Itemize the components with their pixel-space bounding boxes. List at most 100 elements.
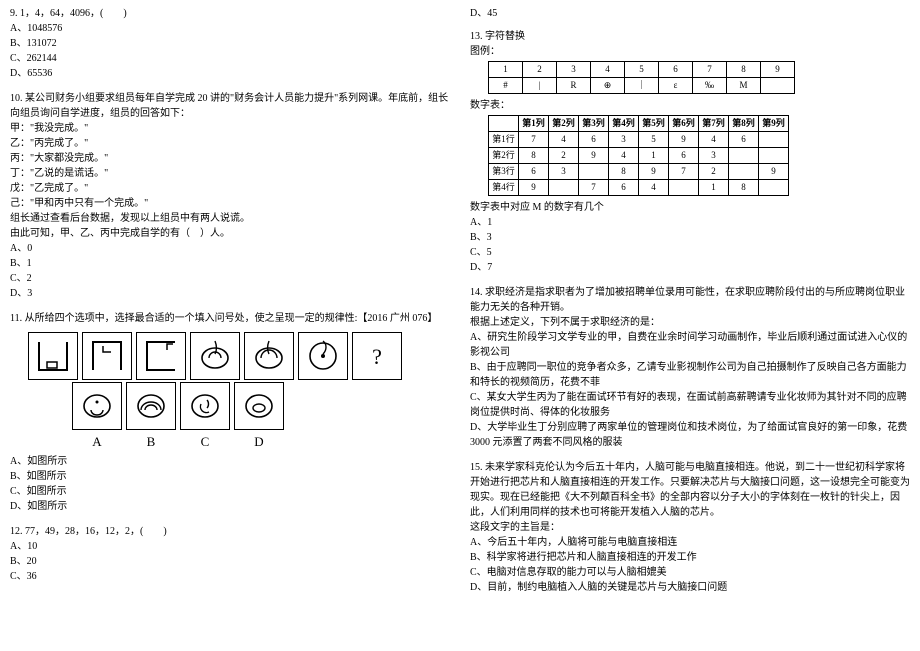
nt-r0c3: 6 (579, 132, 609, 148)
q10-line-0: 甲："我没完成。" (10, 121, 450, 136)
nt-r0c8: 6 (729, 132, 759, 148)
q11-fig-4 (190, 332, 240, 380)
q13-legend-table: 1 2 3 4 5 6 7 8 9 # | R ⊕ ｜ ε ‰ (488, 61, 795, 94)
nt-r1c2: 2 (549, 148, 579, 164)
legend-top-8: 9 (761, 62, 795, 78)
q11-label-a: A (72, 432, 122, 452)
nt-col-1: 第1列 (519, 116, 549, 132)
q13-title: 13. 字符替换 (470, 29, 910, 44)
nt-r3c2 (549, 180, 579, 196)
q10-opt-c: C、2 (10, 271, 450, 286)
q14-opt-b: B、由于应聘同一职位的竞争者众多，乙请专业影视制作公司为自己拍摄制作了反映自己各… (470, 360, 910, 390)
q11-opt-fig-a (72, 382, 122, 430)
legend-top-0: 1 (489, 62, 523, 78)
nt-r0c9 (759, 132, 789, 148)
q11-opt-fig-d (234, 382, 284, 430)
q10-opt-a: A、0 (10, 241, 450, 256)
q13-table-label: 数字表： (470, 98, 910, 113)
question-9: 9. 1，4，64，4096，( ) A、1048576 B、131072 C、… (10, 6, 450, 81)
q15-stem: 15. 未来学家科克伦认为今后五十年内，人脑可能与电脑直接相连。他说，到二十一世… (470, 460, 910, 520)
legend-bot-3: ⊕ (591, 78, 625, 94)
nt-col-7: 第7列 (699, 116, 729, 132)
nt-r2c5: 9 (639, 164, 669, 180)
q11-fig-5 (244, 332, 294, 380)
question-15: 15. 未来学家科克伦认为今后五十年内，人脑可能与电脑直接相连。他说，到二十一世… (470, 460, 910, 595)
q13-opt-d: D、7 (470, 260, 910, 275)
nt-r1c5: 1 (639, 148, 669, 164)
q11-stem: 11. 从所给四个选项中，选择最合适的一个填入问号处，使之呈现一定的规律性:【2… (10, 311, 450, 326)
q11-label-b: B (126, 432, 176, 452)
q11-label-d: D (234, 432, 284, 452)
q9-opt-d: D、65536 (10, 66, 450, 81)
nt-col-2: 第2列 (549, 116, 579, 132)
nt-col-9: 第9列 (759, 116, 789, 132)
q9-opt-b: B、131072 (10, 36, 450, 51)
nt-col-8: 第8列 (729, 116, 759, 132)
nt-r1c0: 第2行 (489, 148, 519, 164)
nt-r3c9 (759, 180, 789, 196)
legend-bot-6: ‰ (693, 78, 727, 94)
nt-r3c0: 第4行 (489, 180, 519, 196)
q12-opt-c: C、36 (10, 569, 450, 584)
q14-opt-c: C、某女大学生丙为了能在面试环节有好的表现，在面试前高薪聘请专业化妆师为其针对不… (470, 390, 910, 420)
nt-col-4: 第4列 (609, 116, 639, 132)
q13-opt-c: C、5 (470, 245, 910, 260)
nt-r0c5: 5 (639, 132, 669, 148)
nt-r1c7: 3 (699, 148, 729, 164)
q13-opt-b: B、3 (470, 230, 910, 245)
q10-line-6: 组长通过查看后台数据，发现以上组员中有两人说谎。 (10, 211, 450, 226)
nt-col-3: 第3列 (579, 116, 609, 132)
q10-line-4: 戊："乙完成了。" (10, 181, 450, 196)
q11-figure-row-options (72, 382, 450, 430)
q10-stem: 10. 某公司财务小组要求组员每年自学完成 20 讲的"财务会计人员能力提升"系… (10, 91, 450, 121)
q11-fig-6 (298, 332, 348, 380)
q10-opt-b: B、1 (10, 256, 450, 271)
q11-opt-fig-c (180, 382, 230, 430)
legend-top-6: 7 (693, 62, 727, 78)
question-12: 12. 77，49，28，16，12，2，( ) A、10 B、20 C、36 (10, 524, 450, 584)
legend-bot-5: ε (659, 78, 693, 94)
nt-r2c3 (579, 164, 609, 180)
q11-figure-row-top: ? (28, 332, 450, 380)
q10-line-7: 由此可知，甲、乙、丙中完成自学的有（ ）人。 (10, 226, 450, 241)
q9-opt-c: C、262144 (10, 51, 450, 66)
nt-r3c6 (669, 180, 699, 196)
nt-r2c6: 7 (669, 164, 699, 180)
nt-r2c4: 8 (609, 164, 639, 180)
nt-r2c7: 2 (699, 164, 729, 180)
nt-r3c3: 7 (579, 180, 609, 196)
question-14: 14. 求职经济是指求职者为了增加被招聘单位录用可能性，在求职应聘阶段付出的与所… (470, 285, 910, 450)
q11-fig-1 (28, 332, 78, 380)
q12-opt-b: B、20 (10, 554, 450, 569)
q11-labels: A B C D (72, 432, 450, 452)
legend-top-1: 2 (523, 62, 557, 78)
q12-stem: 12. 77，49，28，16，12，2，( ) (10, 524, 450, 539)
legend-bot-4: ｜ (625, 78, 659, 94)
q15-ask: 这段文字的主旨是： (470, 520, 910, 535)
legend-top-5: 6 (659, 62, 693, 78)
q13-legend-label: 图例： (470, 44, 910, 59)
q10-line-3: 丁："乙说的是谎话。" (10, 166, 450, 181)
nt-r1c6: 6 (669, 148, 699, 164)
q9-stem: 9. 1，4，64，4096，( ) (10, 6, 450, 21)
nt-col-5: 第5列 (639, 116, 669, 132)
legend-bot-1: | (523, 78, 557, 94)
nt-r0c0: 第1行 (489, 132, 519, 148)
nt-r2c2: 3 (549, 164, 579, 180)
nt-r1c9 (759, 148, 789, 164)
nt-r1c4: 4 (609, 148, 639, 164)
q11-label-c: C (180, 432, 230, 452)
q14-stem: 14. 求职经济是指求职者为了增加被招聘单位录用可能性，在求职应聘阶段付出的与所… (470, 285, 910, 315)
question-10: 10. 某公司财务小组要求组员每年自学完成 20 讲的"财务会计人员能力提升"系… (10, 91, 450, 301)
nt-r0c2: 4 (549, 132, 579, 148)
q15-opt-c: C、电脑对信息存取的能力可以与人脑相媲美 (470, 565, 910, 580)
q11-opt-d: D、如图所示 (10, 499, 450, 514)
nt-r3c5: 4 (639, 180, 669, 196)
legend-top-3: 4 (591, 62, 625, 78)
q11-opt-b: B、如图所示 (10, 469, 450, 484)
q10-opt-d: D、3 (10, 286, 450, 301)
nt-r1c8 (729, 148, 759, 164)
legend-bot-2: R (557, 78, 591, 94)
q15-opt-d: D、目前，制约电脑植入人脑的关键是芯片与大脑接口问题 (470, 580, 910, 595)
q9-opt-a: A、1048576 (10, 21, 450, 36)
